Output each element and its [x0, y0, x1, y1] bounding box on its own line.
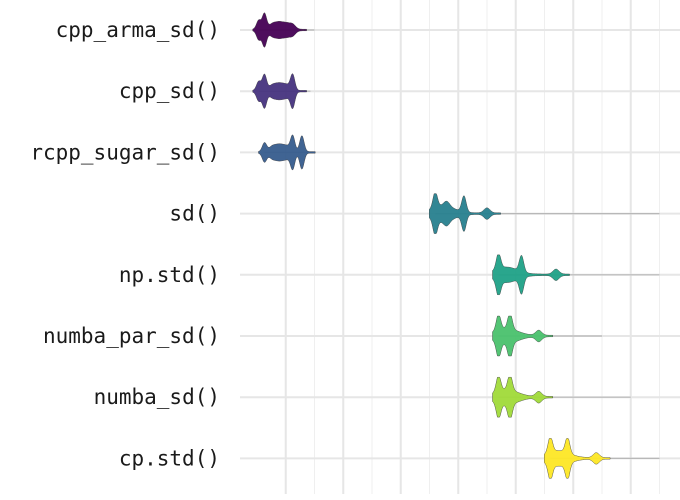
violin-2: [252, 73, 307, 110]
violin-7: [492, 377, 553, 418]
category-label: cp.std(): [119, 446, 220, 470]
grid: [240, 0, 680, 494]
category-label: numba_par_sd(): [43, 324, 220, 348]
category-labels: cpp_arma_sd() cpp_sd() rcpp_sugar_sd() sd()…: [30, 18, 220, 470]
category-label: rcpp_sugar_sd(): [30, 140, 220, 164]
violin-6: [492, 315, 553, 357]
violin-1: [252, 12, 307, 48]
violin-8: [544, 438, 611, 479]
category-label: cpp_sd(): [119, 79, 220, 103]
violins: [252, 12, 660, 479]
violin-4: [429, 193, 501, 234]
category-label: sd(): [169, 202, 220, 226]
violin-5: [492, 254, 570, 295]
category-label: cpp_arma_sd(): [56, 18, 220, 42]
category-label: numba_sd(): [94, 385, 220, 409]
violin-3: [258, 134, 316, 171]
category-label: np.std(): [119, 263, 220, 287]
